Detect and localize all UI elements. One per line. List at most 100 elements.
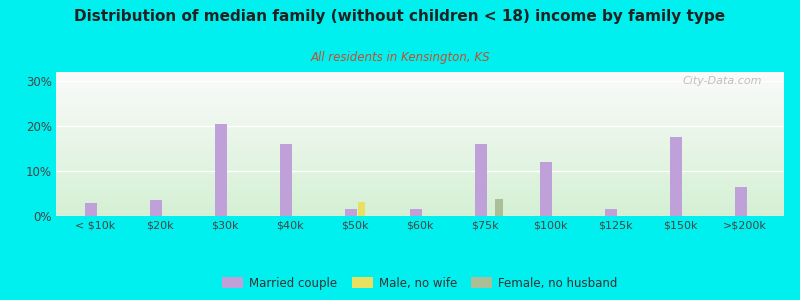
Bar <box>56 154 784 155</box>
Legend: Married couple, Male, no wife, Female, no husband: Married couple, Male, no wife, Female, n… <box>222 277 618 290</box>
Bar <box>56 167 784 168</box>
Bar <box>56 74 784 75</box>
Bar <box>56 169 784 170</box>
Bar <box>56 79 784 80</box>
Bar <box>56 199 784 200</box>
Bar <box>56 186 784 187</box>
Bar <box>56 96 784 97</box>
Bar <box>56 174 784 175</box>
Text: Distribution of median family (without children < 18) income by family type: Distribution of median family (without c… <box>74 9 726 24</box>
Bar <box>56 141 784 142</box>
Bar <box>56 179 784 180</box>
Bar <box>56 202 784 203</box>
Bar <box>56 140 784 141</box>
Bar <box>56 145 784 146</box>
Bar <box>56 204 784 205</box>
Bar <box>56 206 784 207</box>
Bar <box>56 123 784 124</box>
Bar <box>56 200 784 201</box>
Bar <box>56 84 784 85</box>
Bar <box>56 88 784 89</box>
Bar <box>56 215 784 216</box>
Bar <box>56 80 784 81</box>
Bar <box>56 102 784 103</box>
Bar <box>56 149 784 150</box>
Bar <box>56 94 784 95</box>
Bar <box>56 95 784 96</box>
Bar <box>56 170 784 171</box>
Bar <box>56 142 784 143</box>
Bar <box>56 163 784 164</box>
Bar <box>56 181 784 182</box>
Bar <box>56 98 784 99</box>
Bar <box>280 144 292 216</box>
Bar <box>56 187 784 188</box>
Bar <box>56 137 784 138</box>
Bar <box>56 214 784 215</box>
Bar <box>56 76 784 77</box>
Bar <box>56 211 784 212</box>
Bar <box>56 153 784 154</box>
Bar <box>56 108 784 109</box>
Bar <box>56 107 784 108</box>
Bar <box>56 158 784 159</box>
Bar <box>150 200 162 216</box>
Bar <box>86 202 97 216</box>
Bar <box>56 93 784 94</box>
Bar <box>56 126 784 127</box>
Bar <box>56 136 784 137</box>
Bar <box>56 85 784 86</box>
Bar <box>56 116 784 117</box>
Bar <box>56 188 784 189</box>
Bar <box>56 139 784 140</box>
Bar <box>56 165 784 166</box>
Bar <box>56 83 784 84</box>
Bar <box>56 166 784 167</box>
Bar <box>56 171 784 172</box>
Bar <box>215 124 227 216</box>
Bar <box>56 195 784 196</box>
Bar <box>56 97 784 98</box>
Bar <box>670 137 682 216</box>
Bar <box>56 184 784 185</box>
Bar <box>56 176 784 177</box>
Bar <box>495 199 503 216</box>
Bar <box>56 190 784 191</box>
Bar <box>56 152 784 153</box>
Bar <box>56 120 784 121</box>
Bar <box>56 207 784 208</box>
Bar <box>56 121 784 122</box>
Bar <box>56 131 784 132</box>
Bar <box>56 135 784 136</box>
Bar <box>56 72 784 73</box>
Bar <box>56 183 784 184</box>
Bar <box>56 191 784 192</box>
Bar <box>540 162 552 216</box>
Bar <box>56 201 784 202</box>
Bar <box>56 157 784 158</box>
Bar <box>56 177 784 178</box>
Bar <box>56 127 784 128</box>
Bar <box>56 86 784 87</box>
Bar <box>56 172 784 173</box>
Bar <box>56 164 784 165</box>
Bar <box>56 90 784 91</box>
Bar <box>56 148 784 149</box>
Bar <box>56 168 784 169</box>
Bar <box>56 81 784 82</box>
Text: City-Data.com: City-Data.com <box>682 76 762 86</box>
Bar <box>56 77 784 78</box>
Bar <box>56 213 784 214</box>
Bar <box>56 105 784 106</box>
Bar <box>56 159 784 160</box>
Bar <box>56 175 784 176</box>
Bar <box>56 114 784 115</box>
Bar <box>56 91 784 92</box>
Bar <box>735 187 747 216</box>
Bar <box>56 180 784 181</box>
Bar <box>56 125 784 126</box>
Bar <box>56 210 784 211</box>
Bar <box>56 122 784 123</box>
Bar <box>56 112 784 113</box>
Bar <box>56 196 784 197</box>
